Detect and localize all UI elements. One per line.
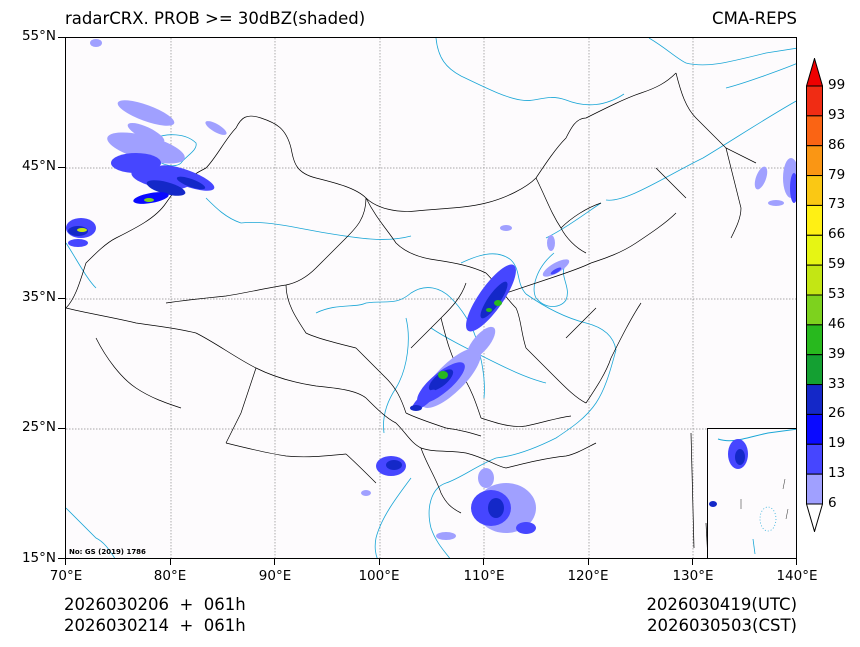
colorbar-level-label: 33: [828, 375, 846, 392]
colorbar: [806, 58, 823, 532]
colorbar-segment: [806, 234, 823, 266]
lat-tick: [58, 167, 65, 168]
inset-map: [709, 429, 796, 555]
colorbar-over-arrow: [806, 58, 823, 87]
colorbar-segment: [806, 324, 823, 356]
colorbar-segment: [806, 264, 823, 296]
lon-tick: [692, 559, 693, 565]
chart-title: radarCRX. PROB >= 30dBZ(shaded): [65, 9, 366, 28]
lon-tick: [379, 559, 380, 565]
lon-tick: [170, 559, 171, 565]
lat-tick: [58, 37, 65, 38]
prob-shading: [66, 39, 796, 540]
coastlines-rivers: [66, 38, 796, 558]
lon-tick: [65, 559, 66, 565]
colorbar-level-label: 86: [828, 136, 846, 153]
lat-label-25: 25°N: [21, 419, 56, 435]
colorbar-level-label: 53: [828, 286, 846, 302]
gridlines: [66, 38, 796, 558]
south-china-sea-inset: [707, 428, 797, 559]
lat-label-15: 15°N: [21, 550, 56, 566]
lon-label-120: 120°E: [567, 568, 609, 584]
colorbar-level-label: 26: [828, 405, 846, 422]
lon-label-80: 80°E: [153, 568, 187, 584]
lon-tick: [483, 559, 484, 565]
lat-label-35: 35°N: [21, 289, 56, 305]
colorbar-segment: [806, 413, 823, 445]
colorbar-segment: [806, 85, 823, 117]
map-approval-number: No: GS (2019) 1786: [69, 548, 146, 556]
colorbar-level-label: 73: [828, 196, 846, 213]
colorbar-under-arrow: [806, 503, 823, 532]
lon-tick: [274, 559, 275, 565]
province-borders: [66, 72, 757, 558]
colorbar-segment: [806, 294, 823, 326]
valid-time-cst: 2026030503(CST): [647, 616, 797, 635]
lon-tick: [796, 559, 797, 565]
valid-time-block: 2026030419(UTC) 2026030503(CST): [646, 594, 797, 636]
colorbar-segment: [806, 145, 823, 177]
lon-label-140: 140°E: [776, 568, 818, 584]
colorbar-level-label: 59: [828, 256, 846, 273]
colorbar-segment: [806, 115, 823, 147]
colorbar-segment: [806, 354, 823, 386]
map-panel[interactable]: [65, 37, 797, 559]
colorbar-level-label: 93: [828, 106, 846, 123]
colorbar-level-label: 46: [828, 315, 846, 332]
colorbar-level-label: 66: [828, 226, 846, 243]
lon-label-130: 130°E: [672, 568, 714, 584]
colorbar-segment: [806, 473, 823, 505]
lon-label-70: 70°E: [49, 568, 83, 584]
lon-label-100: 100°E: [358, 568, 400, 584]
init-time-utc: 2026030206 + 061h: [64, 595, 246, 614]
colorbar-segment: [806, 204, 823, 236]
model-name: CMA-REPS: [712, 9, 797, 28]
lon-label-110: 110°E: [463, 568, 505, 584]
colorbar-segment: [806, 384, 823, 415]
colorbar-segment: [806, 175, 823, 206]
valid-time-utc: 2026030419(UTC): [646, 595, 797, 614]
lat-tick: [58, 298, 65, 299]
lat-label-45: 45°N: [21, 158, 56, 174]
lat-label-55: 55°N: [21, 28, 56, 44]
lat-tick: [58, 428, 65, 429]
colorbar-segment: [806, 443, 823, 475]
colorbar-level-label: 6: [828, 495, 837, 511]
colorbar-level-label: 99: [828, 77, 846, 93]
lon-label-90: 90°E: [258, 568, 292, 584]
colorbar-level-label: 39: [828, 345, 846, 362]
colorbar-level-label: 19: [828, 435, 846, 452]
lat-tick: [58, 558, 65, 559]
init-time-cst: 2026030214 + 061h: [64, 616, 246, 635]
colorbar-level-label: 79: [828, 166, 846, 183]
map-canvas: [66, 38, 796, 558]
colorbar-level-label: 13: [828, 465, 846, 482]
lon-tick: [588, 559, 589, 565]
init-time-block: 2026030206 + 061h 2026030214 + 061h: [64, 594, 246, 636]
